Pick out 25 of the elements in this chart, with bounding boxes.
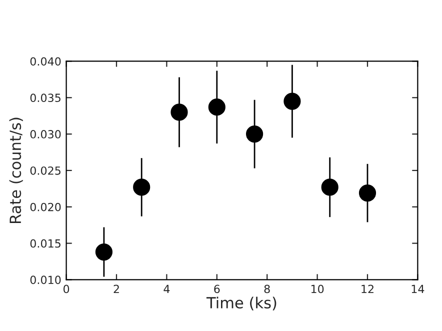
x-tick-label: 8 [264,284,270,294]
y-tick-label: 0.040 [30,57,61,66]
y-tick-label: 0.035 [30,94,60,102]
point [133,178,150,196]
x-tick-label: 2 [114,284,119,293]
x-tick-label: 4 [164,284,170,293]
x-tick-label: 10 [311,284,324,294]
x-axis-title: Time (ks) [206,296,276,310]
point [95,243,112,261]
point [284,92,301,110]
point [170,104,188,121]
y-tick-label: 0.025 [30,166,60,175]
x-tick-label: 12 [362,284,374,293]
y-tick-label: 0.015 [30,239,60,248]
x-tick-label: 14 [412,284,424,293]
y-tick-label: 0.030 [30,130,61,138]
y-tick-label: 0.010 [30,276,61,284]
x-tick-label: 6 [214,284,220,294]
y-tick-label: 0.020 [30,202,61,212]
point [246,126,264,143]
point [208,98,226,116]
x-tick-label: 0 [64,284,70,294]
point [358,184,376,202]
y-axis-title: Rate (count/s) [9,118,23,223]
point [321,178,338,196]
